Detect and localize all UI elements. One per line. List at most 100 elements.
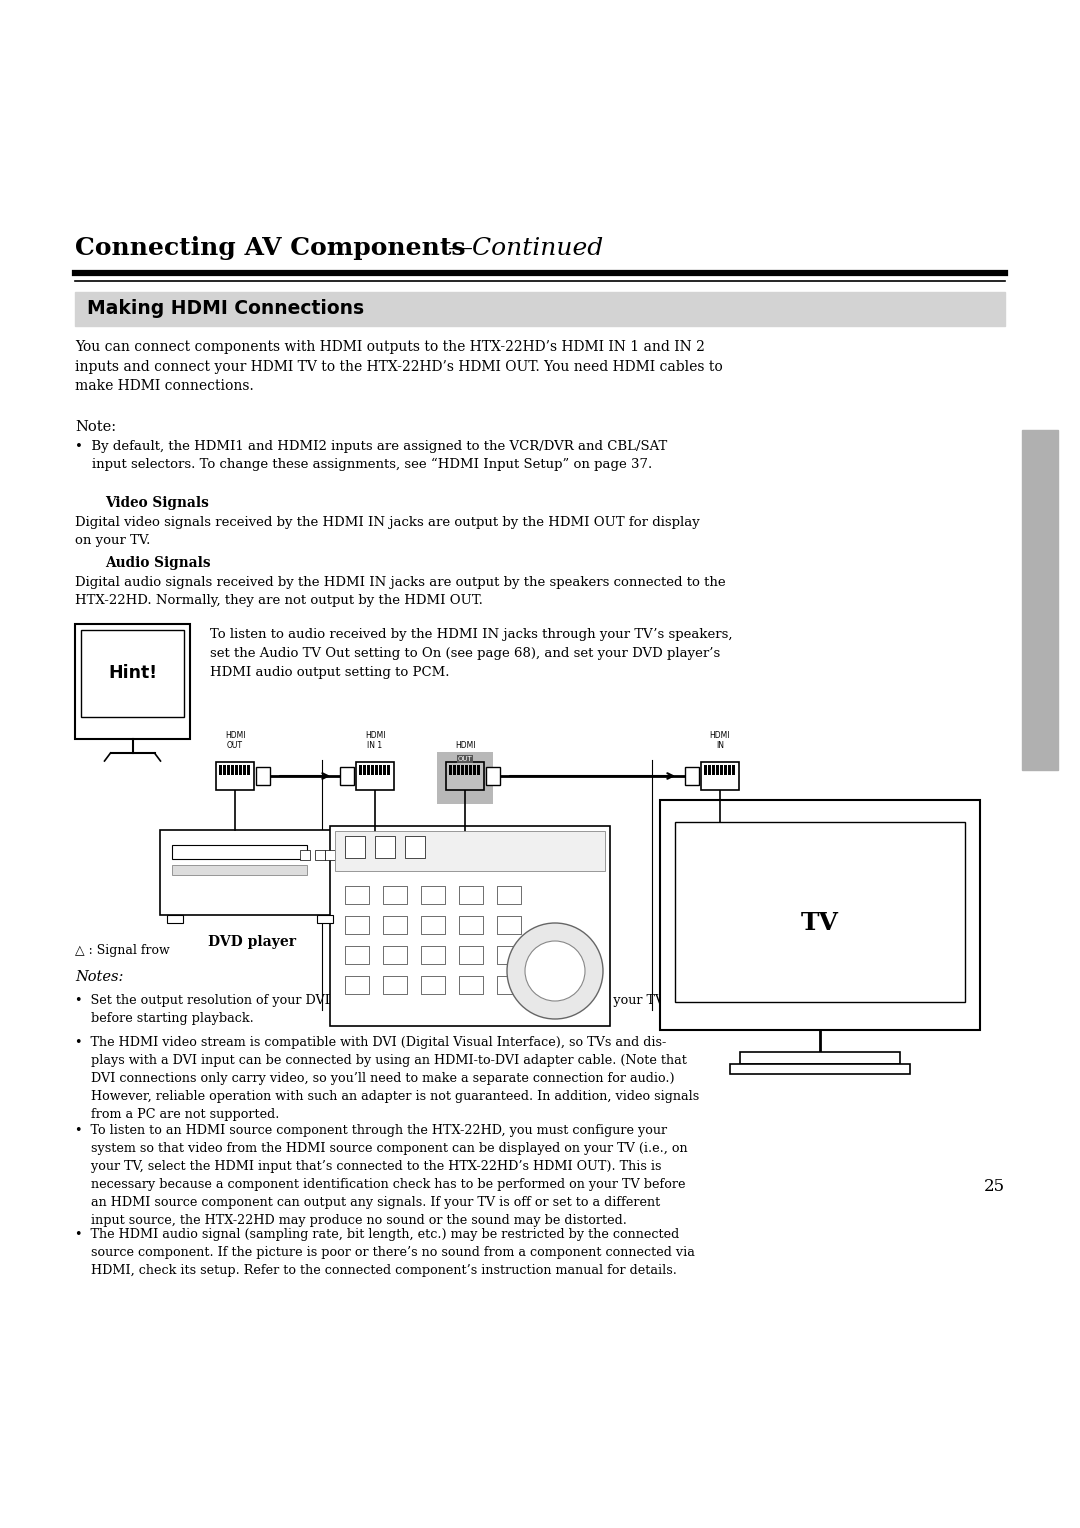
Bar (216, 762, 254, 790)
Bar (383, 946, 407, 964)
Bar (421, 976, 445, 995)
Bar (457, 766, 460, 775)
Bar (497, 915, 521, 934)
Text: To listen to audio received by the HDMI IN jacks through your TV’s speakers,
set: To listen to audio received by the HDMI … (210, 628, 732, 678)
Bar (222, 766, 226, 775)
Text: •  Set the output resolution of your DVD player so that it matches the resolutio: • Set the output resolution of your DVD … (75, 995, 664, 1025)
Text: —Continued: —Continued (447, 237, 604, 260)
Bar (701, 762, 739, 790)
Bar (469, 766, 472, 775)
Text: Digital video signals received by the HDMI IN jacks are output by the HDMI OUT f: Digital video signals received by the HD… (75, 516, 700, 547)
Text: Video Signals: Video Signals (105, 497, 208, 510)
Bar (227, 766, 230, 775)
Text: 25: 25 (984, 1178, 1005, 1195)
Bar (685, 767, 699, 785)
Bar (247, 766, 249, 775)
Bar (675, 822, 966, 1002)
Bar (708, 766, 711, 775)
Bar (363, 766, 366, 775)
Bar (160, 830, 345, 915)
Bar (345, 946, 369, 964)
Bar (712, 766, 715, 775)
Bar (172, 865, 307, 876)
Bar (325, 850, 335, 860)
Bar (318, 915, 333, 923)
Bar (728, 766, 731, 775)
Bar (724, 766, 727, 775)
Bar (379, 766, 382, 775)
Bar (300, 850, 310, 860)
Bar (340, 767, 354, 785)
Text: HDMI: HDMI (455, 741, 475, 750)
Text: HDMI
OUT: HDMI OUT (225, 730, 245, 750)
Bar (383, 915, 407, 934)
Bar (461, 766, 463, 775)
Bar (740, 1051, 900, 1063)
Bar (367, 766, 369, 775)
Bar (75, 292, 1005, 325)
Text: HDMI
IN 1: HDMI IN 1 (365, 730, 386, 750)
Bar (704, 766, 706, 775)
Text: Making HDMI Connections: Making HDMI Connections (87, 299, 364, 318)
Bar (81, 630, 184, 717)
Bar (345, 886, 369, 905)
Bar (473, 766, 476, 775)
Bar (330, 827, 610, 1025)
Bar (239, 766, 242, 775)
Bar (497, 976, 521, 995)
Bar (497, 946, 521, 964)
Text: You can connect components with HDMI outputs to the HTX-22HD’s HDMI IN 1 and IN : You can connect components with HDMI out… (75, 341, 723, 393)
Text: HDMI
IN: HDMI IN (710, 730, 730, 750)
Bar (732, 766, 734, 775)
Bar (459, 915, 483, 934)
Bar (486, 767, 500, 785)
Text: DVD player: DVD player (208, 935, 297, 949)
Bar (345, 976, 369, 995)
Bar (372, 766, 374, 775)
Bar (335, 831, 605, 871)
Bar (383, 886, 407, 905)
Text: Connecting AV Components: Connecting AV Components (75, 235, 465, 260)
Circle shape (507, 923, 603, 1019)
Bar (345, 836, 365, 859)
Bar (315, 850, 325, 860)
Text: Note:: Note: (75, 420, 117, 434)
Text: △ : Signal frow: △ : Signal frow (75, 944, 170, 957)
Bar (453, 766, 456, 775)
Bar (730, 1063, 910, 1074)
Bar (720, 766, 723, 775)
Bar (497, 886, 521, 905)
Bar (459, 946, 483, 964)
Bar (459, 976, 483, 995)
Bar (660, 801, 980, 1030)
Text: Hint!: Hint! (108, 665, 157, 683)
Bar (405, 836, 426, 859)
Text: •  The HDMI audio signal (sampling rate, bit length, etc.) may be restricted by : • The HDMI audio signal (sampling rate, … (75, 1227, 694, 1276)
Bar (167, 915, 183, 923)
Bar (243, 766, 246, 775)
Text: •  By default, the HDMI1 and HDMI2 inputs are assigned to the VCR/DVR and CBL/SA: • By default, the HDMI1 and HDMI2 inputs… (75, 440, 667, 471)
Bar (75, 623, 190, 740)
Bar (383, 766, 386, 775)
Text: TV: TV (801, 911, 839, 935)
Bar (383, 976, 407, 995)
Bar (459, 886, 483, 905)
Bar (219, 766, 221, 775)
Bar (437, 752, 492, 804)
Bar (356, 762, 394, 790)
Bar (375, 766, 378, 775)
Bar (477, 766, 480, 775)
Circle shape (525, 941, 585, 1001)
Text: OUT: OUT (458, 756, 472, 762)
Text: •  To listen to an HDMI source component through the HTX-22HD, you must configur: • To listen to an HDMI source component … (75, 1125, 688, 1227)
Bar (465, 766, 468, 775)
Bar (345, 915, 369, 934)
Text: Notes:: Notes: (75, 970, 123, 984)
Bar (359, 766, 362, 775)
Bar (231, 766, 233, 775)
Bar (172, 845, 307, 859)
Bar (387, 766, 390, 775)
Bar (375, 836, 395, 859)
Bar (421, 946, 445, 964)
Bar (446, 762, 484, 790)
